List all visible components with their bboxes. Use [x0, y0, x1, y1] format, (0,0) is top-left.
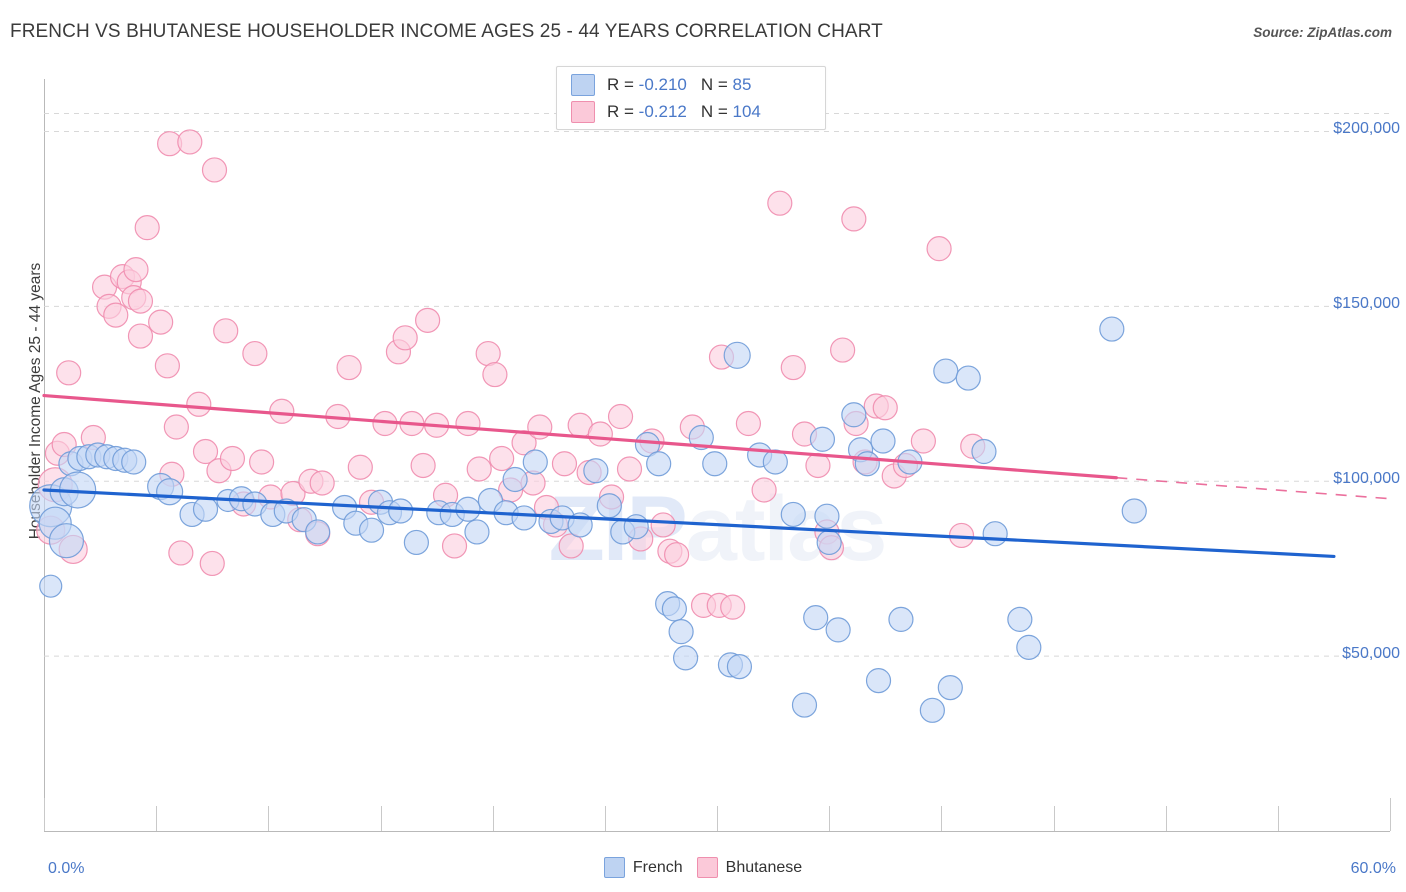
french-legend-swatch-icon	[603, 857, 625, 878]
x-tick	[1053, 806, 1055, 831]
bhutanese-r-value: -0.212	[638, 101, 687, 121]
french-legend-label: French	[632, 858, 683, 876]
x-tick	[604, 806, 606, 831]
stats-row-french: R = -0.210 N = 85	[557, 71, 825, 98]
x-axis-min-label: 0.0%	[48, 860, 85, 877]
correlation-stats-box: R = -0.210 N = 85 R = -0.212 N = 104	[556, 66, 826, 130]
legend-item-bhutanese[interactable]: Bhutanese	[696, 857, 803, 878]
french-r-value: -0.210	[638, 74, 687, 94]
french-n-value: 85	[732, 74, 752, 94]
bhutanese-swatch-icon	[571, 100, 595, 123]
stats-row-bhutanese: R = -0.212 N = 104	[557, 98, 825, 125]
chart-legend: French Bhutanese	[0, 857, 1406, 878]
x-tick	[1277, 806, 1279, 831]
x-tick	[1165, 806, 1167, 831]
x-tick	[44, 798, 45, 831]
y-tick-label: $50,000	[1342, 645, 1400, 663]
x-axis-max-label: 60.0%	[1350, 860, 1396, 877]
source-label: Source: ZipAtlas.com	[1253, 25, 1392, 40]
trendlines-layer	[42, 393, 1391, 559]
x-tick	[717, 806, 718, 831]
x-axis-line	[44, 831, 1390, 832]
y-tick-label: $100,000	[1333, 470, 1400, 488]
x-tick	[492, 806, 494, 831]
x-tick	[380, 806, 382, 831]
bhutanese-n-value: 104	[732, 101, 761, 121]
bhutanese-legend-label: Bhutanese	[725, 858, 803, 876]
x-tick	[829, 806, 831, 831]
scatter-points-layer	[29, 129, 1147, 723]
page-title: FRENCH VS BHUTANESE HOUSEHOLDER INCOME A…	[10, 21, 883, 42]
x-tick	[156, 806, 158, 831]
y-axis-title: Householder Income Ages 25 - 44 years	[27, 262, 44, 540]
plot-area: ZIPatlas	[29, 79, 1391, 831]
french-n-stat: N = 85	[700, 74, 752, 94]
y-tick-label: $150,000	[1333, 295, 1400, 313]
x-tick	[941, 806, 943, 831]
french-r-stat: R = -0.210	[607, 74, 687, 94]
y-axis-line	[44, 79, 45, 831]
bhutanese-n-stat: N = 104	[700, 101, 761, 121]
y-tick-label: $200,000	[1333, 120, 1400, 138]
bhutanese-legend-swatch-icon	[696, 857, 718, 878]
legend-item-french[interactable]: French	[603, 857, 683, 878]
french-swatch-icon	[571, 73, 595, 96]
bhutanese-r-stat: R = -0.212	[607, 101, 687, 121]
x-tick	[268, 806, 270, 831]
x-tick	[1390, 798, 1391, 831]
